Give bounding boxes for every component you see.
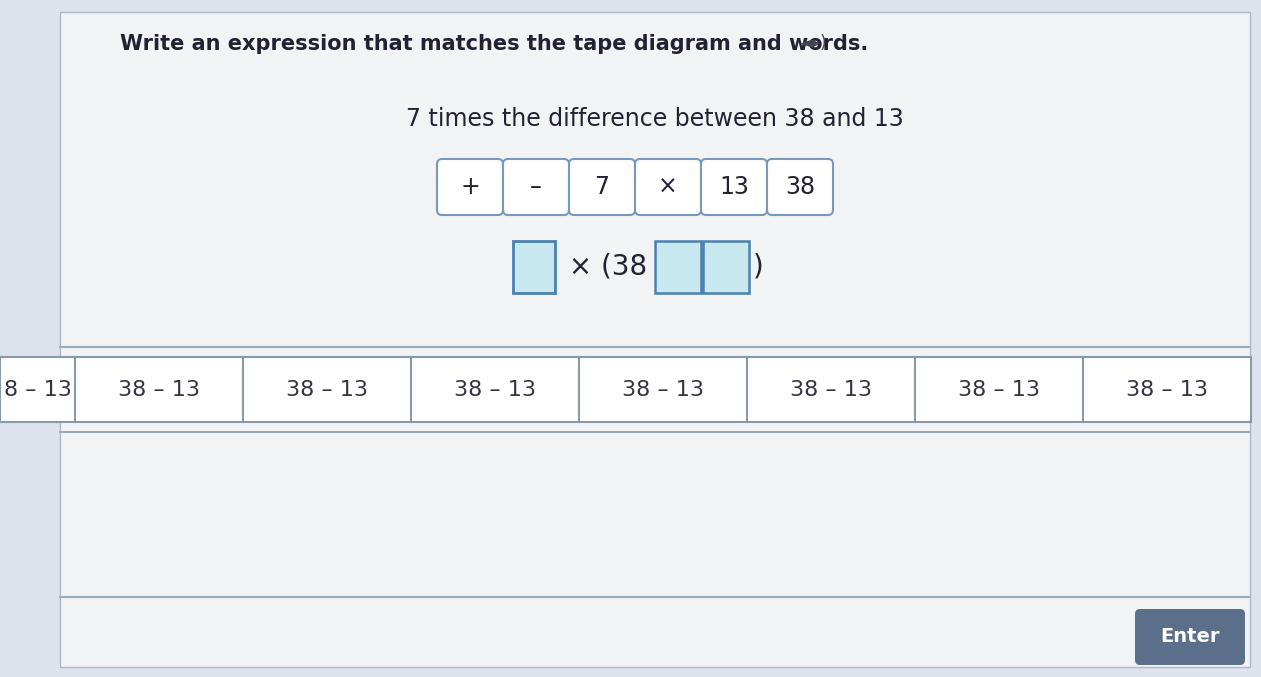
Text: 38 – 13: 38 – 13 (119, 380, 200, 399)
FancyBboxPatch shape (636, 159, 701, 215)
Text: 38 – 13: 38 – 13 (622, 380, 704, 399)
Bar (654, 241, 701, 293)
Text: 7: 7 (594, 175, 609, 199)
Text: × (38: × (38 (560, 253, 656, 281)
Text: ): ) (753, 253, 764, 281)
Bar (74, 357, 243, 422)
Text: 8 – 13: 8 – 13 (4, 380, 72, 399)
Text: 7 times the difference between 38 and 13: 7 times the difference between 38 and 13 (406, 107, 904, 131)
Text: Write an expression that matches the tape diagram and words.: Write an expression that matches the tap… (120, 34, 869, 54)
Text: –: – (530, 175, 542, 199)
Text: ◄▸): ◄▸) (799, 34, 827, 52)
Text: 13: 13 (719, 175, 749, 199)
Bar (411, 357, 579, 422)
Text: 38 – 13: 38 – 13 (286, 380, 368, 399)
Text: +: + (460, 175, 480, 199)
Bar (702, 241, 749, 293)
FancyBboxPatch shape (503, 159, 569, 215)
Bar (513, 241, 555, 293)
FancyBboxPatch shape (1135, 609, 1245, 665)
Text: 38 – 13: 38 – 13 (1126, 380, 1208, 399)
Text: 38: 38 (784, 175, 815, 199)
Bar (747, 357, 915, 422)
Text: 38 – 13: 38 – 13 (789, 380, 873, 399)
FancyBboxPatch shape (701, 159, 767, 215)
Bar (1083, 357, 1251, 422)
Text: 38 – 13: 38 – 13 (454, 380, 536, 399)
FancyBboxPatch shape (569, 159, 636, 215)
FancyBboxPatch shape (767, 159, 834, 215)
Bar (0, 357, 74, 422)
Bar (915, 357, 1083, 422)
Bar (243, 357, 411, 422)
Text: 38 – 13: 38 – 13 (958, 380, 1040, 399)
Text: Enter: Enter (1160, 628, 1219, 647)
Bar (579, 357, 747, 422)
Text: ×: × (658, 175, 678, 199)
FancyBboxPatch shape (438, 159, 503, 215)
